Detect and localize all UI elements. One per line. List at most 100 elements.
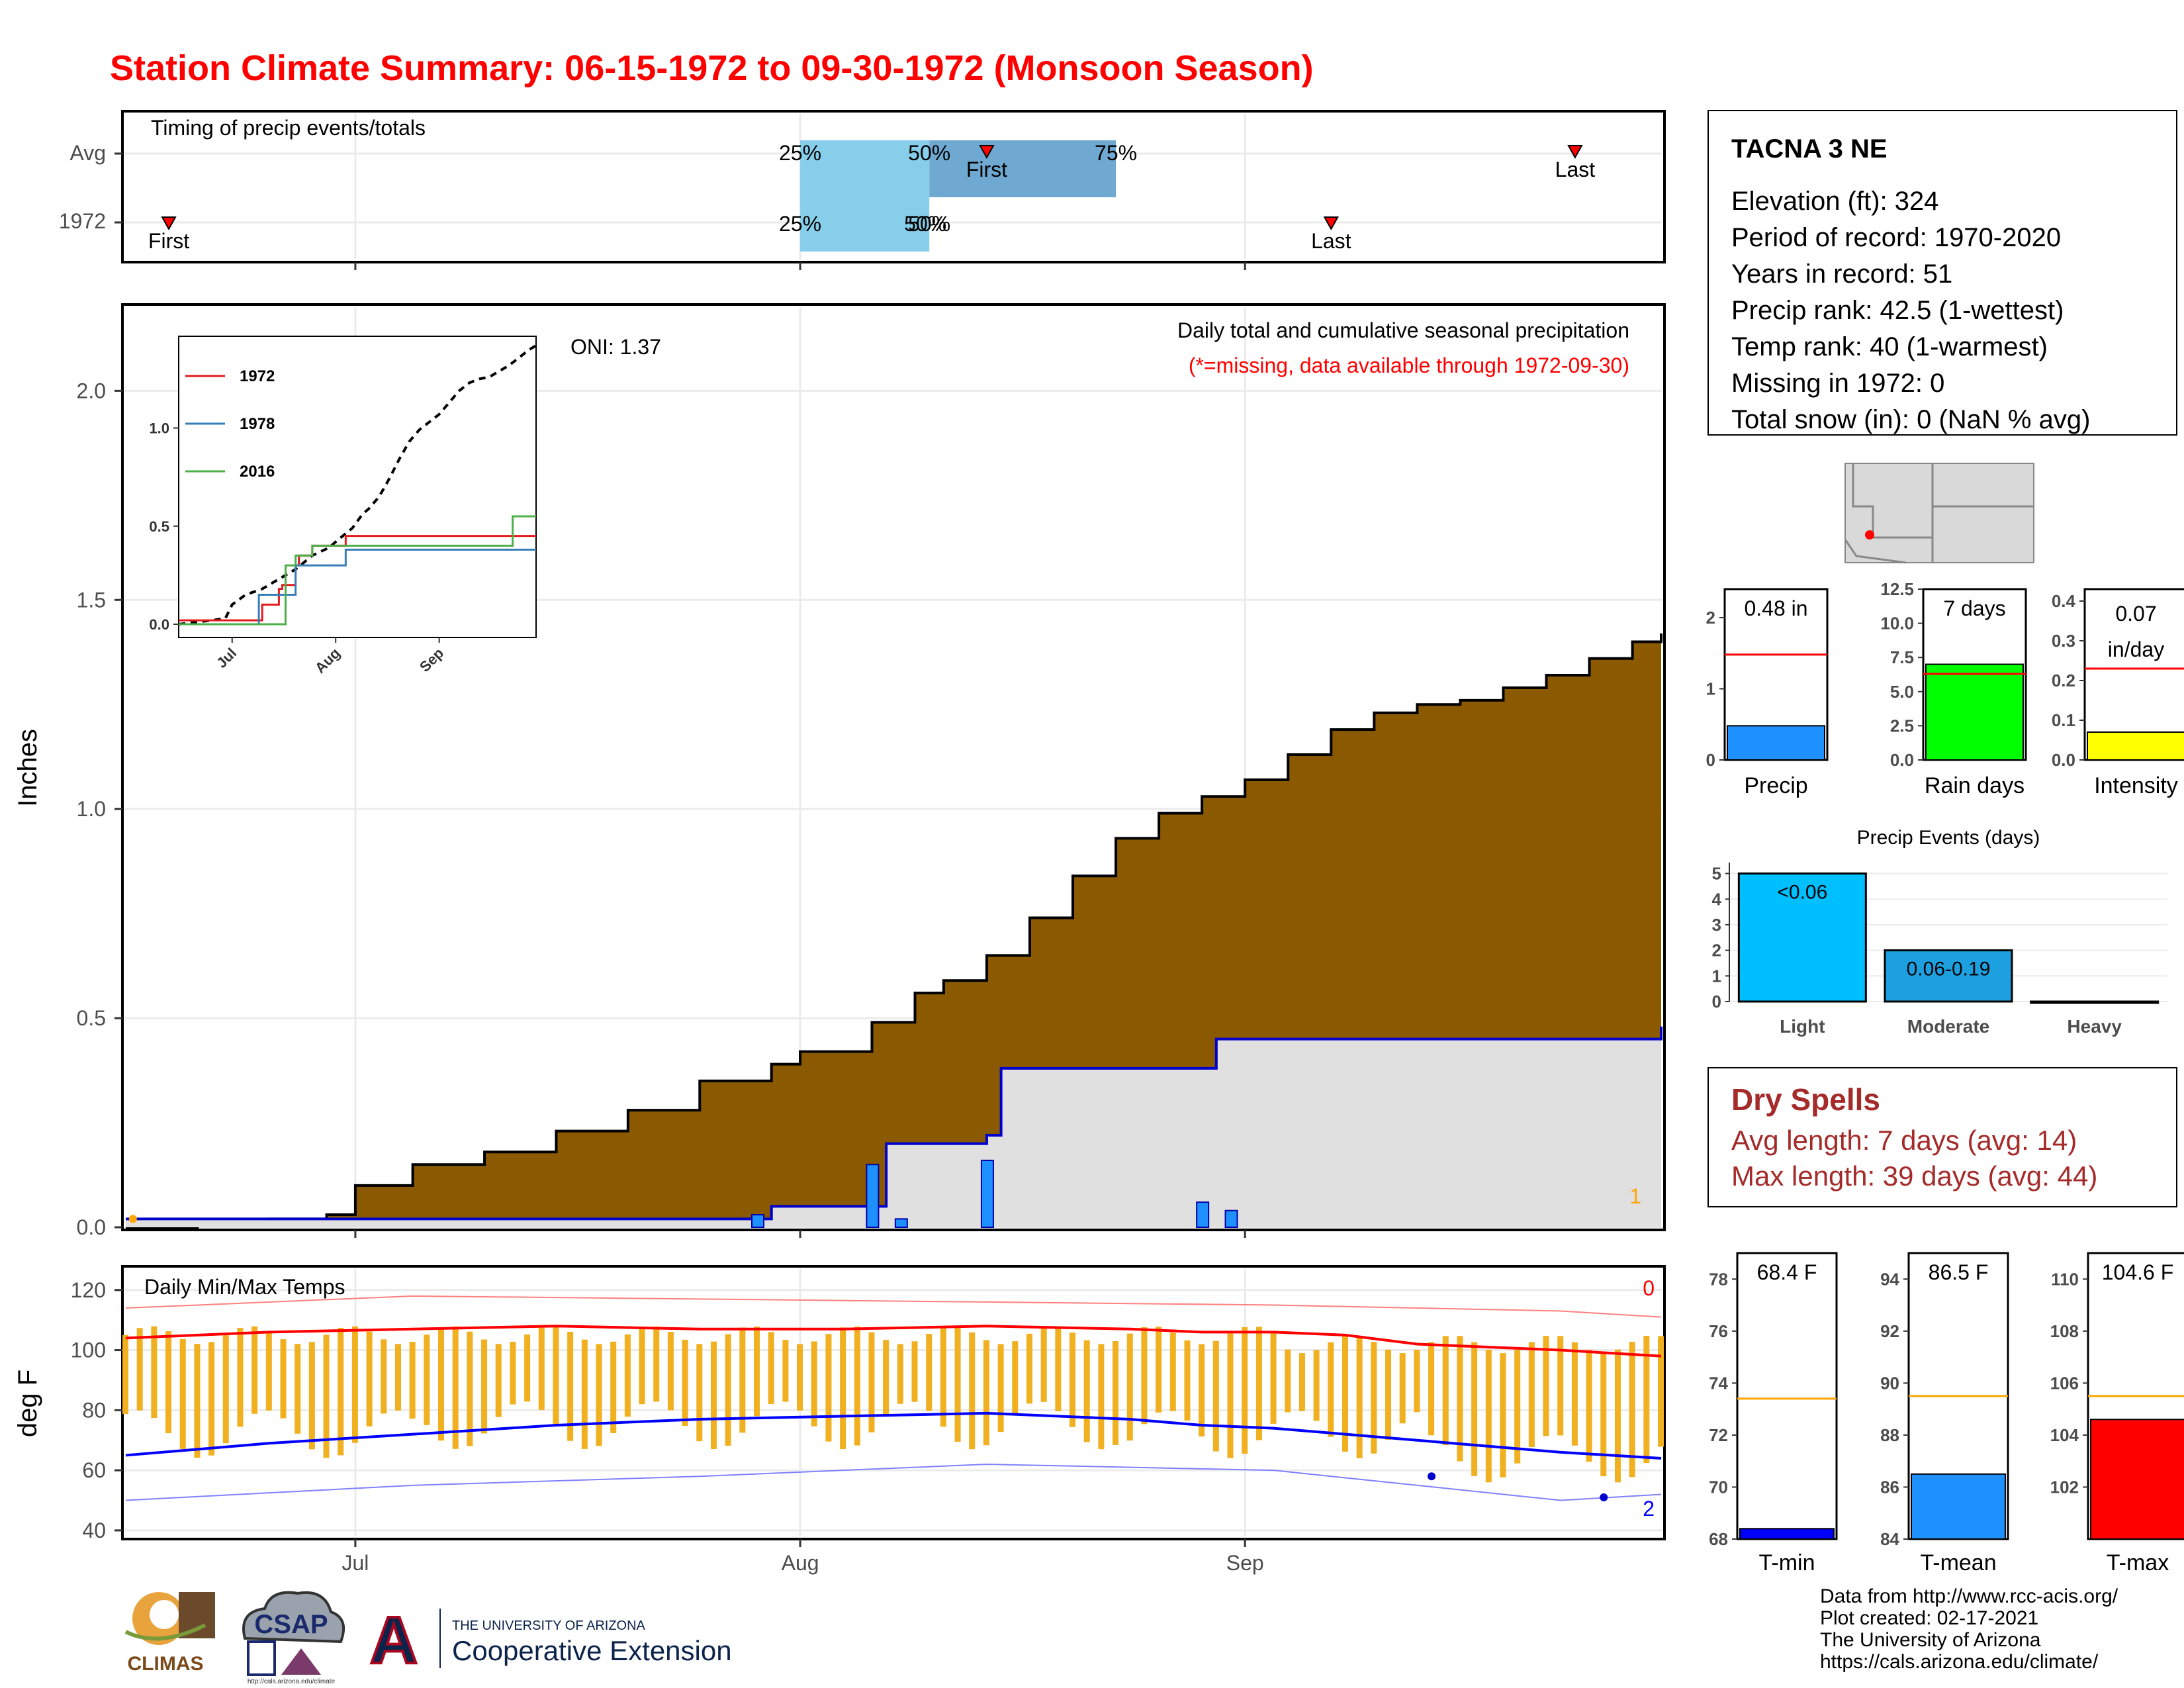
daily-temp-bar [1212,1340,1219,1452]
yr-cumulative-area [126,1026,1661,1227]
temp-y-tick-label: 106 [2050,1373,2079,1393]
daily-temp-bar [222,1335,229,1444]
precip-events-chart: Precip Events (days) 0 1 2 3 4 5 <0.06 Light 0.06… [1712,827,2167,1037]
y-tick-label: 1.5 [77,588,106,612]
summary-value-label: 7 days [1943,596,2005,620]
events-y-tick-label: 4 [1712,889,1722,909]
daily-temp-bar [983,1340,989,1446]
events-title: Precip Events (days) [1857,827,2040,849]
daily-temp-bar [495,1344,502,1417]
precip-y-label: Inches [13,729,42,807]
avg-q2-bar [929,140,1116,197]
temp-y-tick-label: 90 [1880,1373,1899,1393]
daily-temp-bar [308,1342,315,1450]
daily-temp-bar [1255,1327,1262,1440]
daily-temp-bar [624,1334,631,1417]
timing-label: Timing of precip events/totals [151,116,426,140]
daily-temp-bar [710,1341,717,1449]
daily-temp-bar [581,1339,588,1449]
temp-y-tick-label: 88 [1880,1425,1899,1445]
y-tick-label: 0.0 [77,1215,106,1239]
inset-panel [178,336,537,638]
y-tick-label: 80 [82,1398,106,1422]
yr-first-marker [161,216,177,231]
station-name: TACNA 3 NE [1731,134,1888,164]
daily-temp-bar [639,1327,645,1405]
summary-value-bar [1925,663,2024,761]
daily-temp-bar [1543,1336,1549,1436]
daily-temp-bar [667,1332,674,1411]
daily-temp-bar [1356,1336,1363,1458]
daily-temp-bar [1643,1336,1650,1464]
events-y-tick-label: 0 [1712,992,1721,1011]
summary-y-tick-label: 5.0 [1890,682,1914,702]
daily-temp-bar [1485,1350,1492,1483]
temp-value-bar [2090,1419,2184,1540]
yr-p25-label: 25% [779,212,821,236]
events-y-tick-label: 1 [1712,966,1721,986]
daily-temp-bar [696,1344,703,1442]
inset-legend-label: 1978 [240,415,275,433]
daily-precip-bar [980,1159,994,1228]
ua-logo: A THE UNIVERSITY OF ARIZONA Cooperative … [361,1602,732,1675]
daily-temp-bar [1371,1342,1377,1454]
x-tick-label: Jul [341,1551,369,1575]
temp-value-bar [1911,1473,2006,1540]
summary-y-tick-label: 0.3 [2052,631,2075,651]
precip-heading: Daily total and cumulative seasonal prec… [1177,318,1629,342]
daily-temp-bar [1328,1342,1334,1437]
daily-temp-bar [452,1326,459,1449]
summary-value-label: 0.07 [2115,602,2156,626]
ua-logo-big: Cooperative Extension [452,1635,732,1666]
credits: Data from http://www.rcc-acis.org/ Plot … [1820,1585,2118,1673]
daily-temp-bar [868,1332,875,1432]
daily-temp-bar [409,1342,416,1419]
daily-temp-bar [811,1341,817,1427]
avg-first-marker [979,145,995,160]
daily-temp-bar [338,1327,344,1456]
summary-category-label: Intensity [2094,773,2178,798]
daily-temp-bar [366,1331,373,1427]
summary-value-unit: in/day [2108,637,2164,661]
summary-value-bar [1727,725,1825,761]
daily-temp-bar [1313,1350,1320,1421]
y-tick-label: 2.0 [77,379,106,402]
events-category-label: Light [1780,1016,1825,1037]
daily-temp-bar [1442,1336,1449,1446]
daily-temp-bar [351,1326,358,1443]
x-axis: Jul Aug Sep [341,1230,1264,1575]
daily-temp-bar [1586,1350,1592,1462]
credit-line-4: https://cals.arizona.edu/climate/ [1820,1651,2099,1673]
ua-logo-small: THE UNIVERSITY OF ARIZONA [452,1618,646,1633]
daily-temp-bar [1428,1342,1435,1436]
daily-temp-bar [1471,1342,1478,1476]
events-bar [1884,949,2013,1003]
daily-temp-bar [1514,1349,1521,1464]
climas-logo: CLIMAS [124,1592,215,1675]
temp-count-high: 0 [1643,1276,1655,1300]
page-title: Station Climate Summary: 06-15-1972 to 0… [110,48,1314,88]
summary-y-tick-label: 0 [1706,750,1715,770]
ua-logo-letter: A [370,1603,418,1675]
daily-temp-bar [467,1331,473,1446]
temp-y-tick-label: 76 [1709,1321,1728,1341]
daily-temp-bar [1285,1349,1291,1413]
daily-temp-bar [1156,1327,1162,1413]
temp-series [122,1295,1664,1501]
daily-precip-bar [866,1164,880,1229]
daily-temp-bar [1069,1332,1076,1427]
precip-note: (*=missing, data available through 1972-… [1189,353,1629,377]
daily-temp-bar [1227,1333,1234,1458]
daily-temp-bar [1600,1353,1607,1477]
avg-p50-label: 50% [908,141,950,165]
events-bar [2030,1000,2160,1004]
daily-temp-bar [1298,1353,1305,1411]
climas-logo-text: CLIMAS [128,1653,204,1675]
y-tick-label: 40 [82,1519,106,1542]
temp-y-axis: 40 60 80 100 120 [71,1278,122,1542]
y-tick-label: 60 [82,1458,106,1482]
station-missing: Missing in 1972: 0 [1731,369,1945,398]
daily-temp-bar [424,1335,430,1425]
summary-y-tick-label: 0.0 [1890,750,1914,770]
station-period: Period of record: 1970-2020 [1731,223,2062,252]
